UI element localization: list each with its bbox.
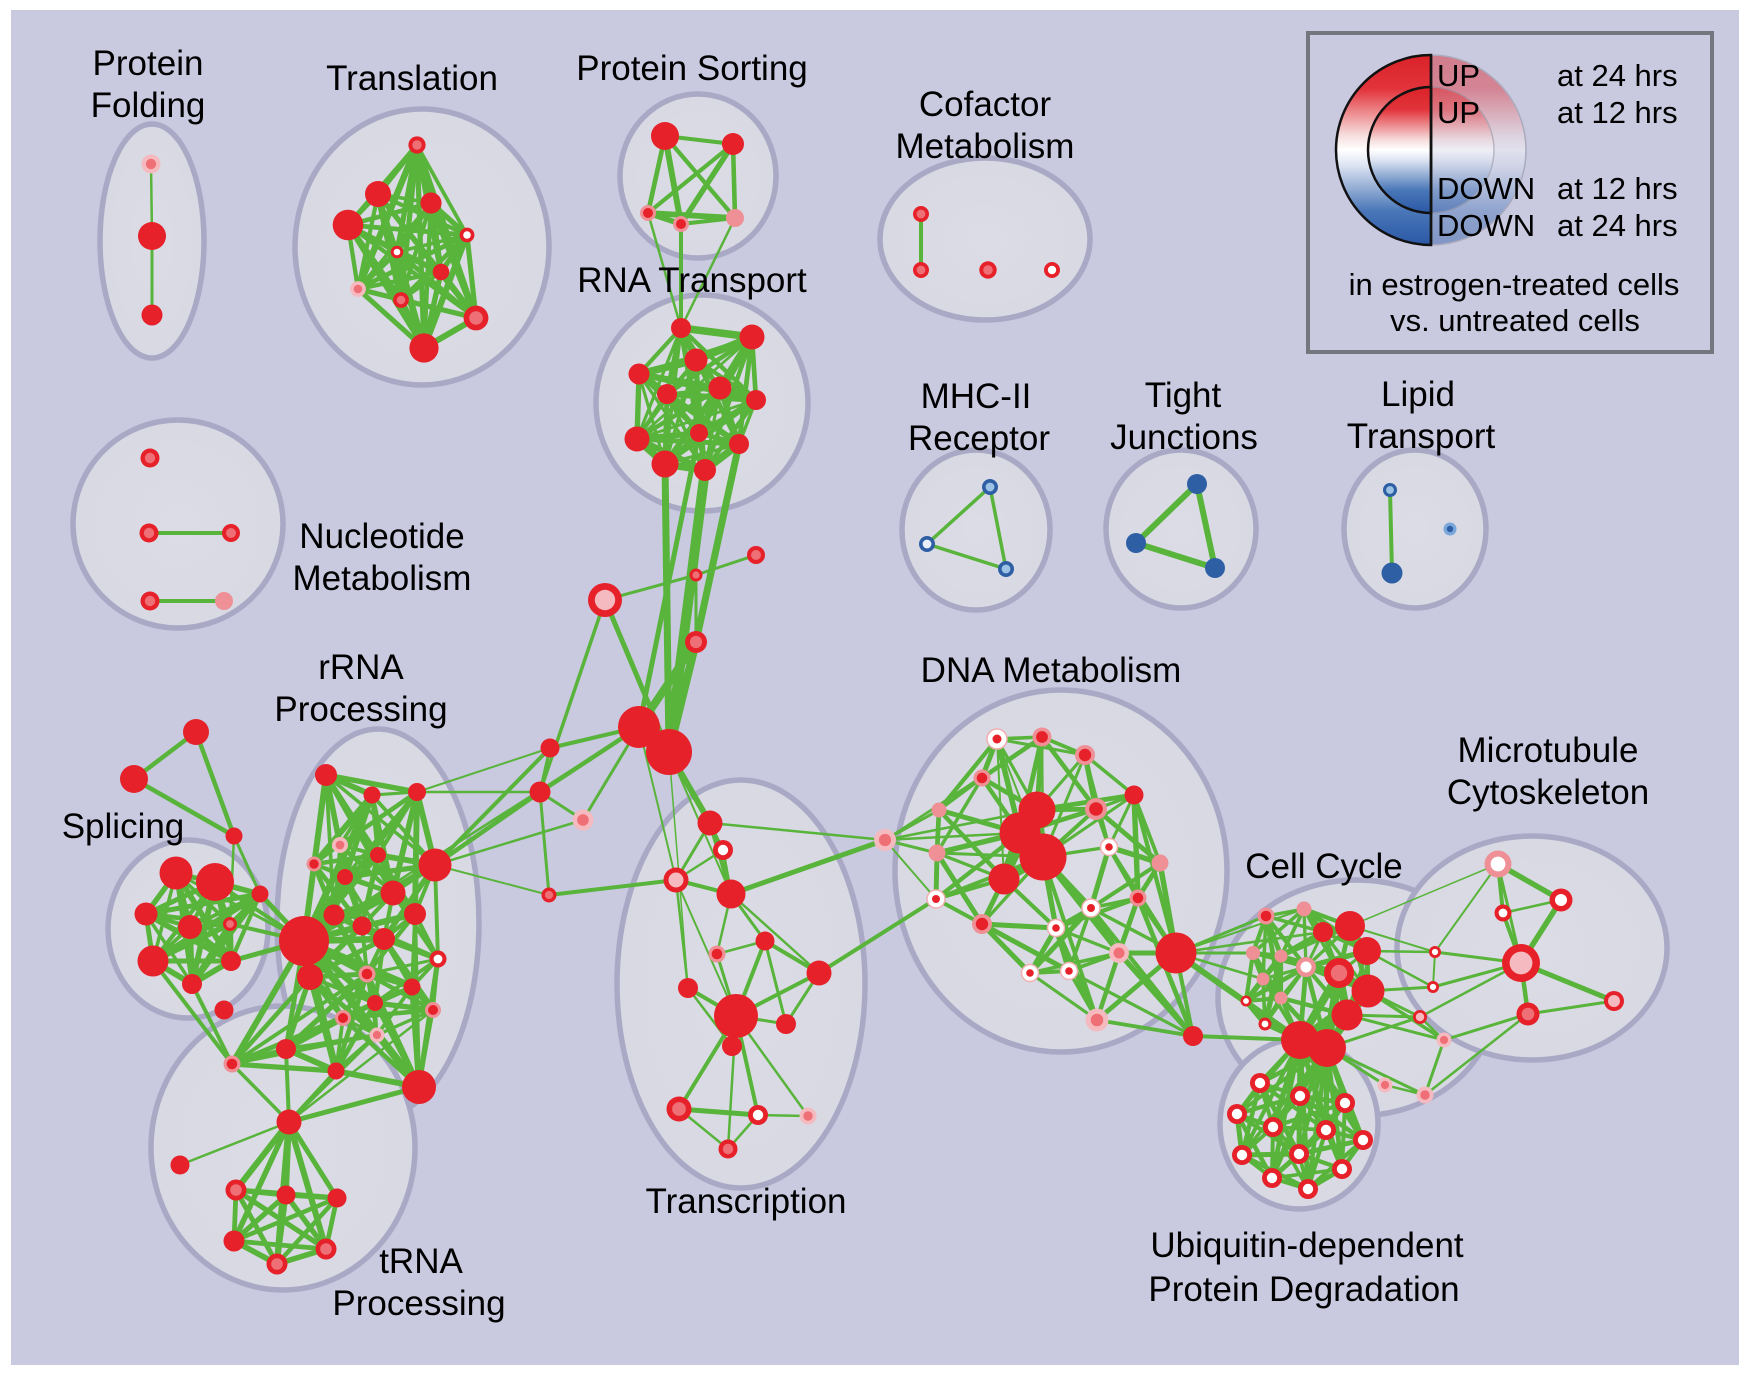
svg-text:Translation: Translation (326, 59, 498, 98)
svg-text:Transcription: Transcription (646, 1182, 847, 1221)
svg-text:MHC-II: MHC-II (921, 377, 1032, 416)
svg-text:at 24 hrs: at 24 hrs (1557, 58, 1678, 93)
svg-text:Cell Cycle: Cell Cycle (1245, 847, 1403, 886)
svg-text:Cytoskeleton: Cytoskeleton (1447, 773, 1649, 812)
svg-text:Protein Degradation: Protein Degradation (1148, 1270, 1459, 1309)
svg-text:Metabolism: Metabolism (896, 127, 1075, 166)
svg-text:Tight: Tight (1145, 376, 1222, 415)
svg-text:Receptor: Receptor (908, 419, 1050, 458)
svg-text:Lipid: Lipid (1381, 375, 1455, 414)
svg-text:UP: UP (1437, 58, 1480, 93)
svg-text:Cofactor: Cofactor (919, 85, 1052, 124)
svg-text:Metabolism: Metabolism (293, 559, 472, 598)
svg-text:Protein Sorting: Protein Sorting (576, 49, 808, 88)
svg-text:RNA Transport: RNA Transport (577, 261, 807, 300)
svg-text:at 12 hrs: at 12 hrs (1557, 95, 1678, 130)
svg-text:Junctions: Junctions (1110, 418, 1258, 457)
svg-text:DOWN: DOWN (1437, 171, 1535, 206)
svg-text:tRNA: tRNA (379, 1242, 463, 1281)
svg-text:Processing: Processing (274, 690, 447, 729)
svg-text:Ubiquitin-dependent: Ubiquitin-dependent (1150, 1226, 1464, 1265)
svg-text:DNA Metabolism: DNA Metabolism (921, 651, 1182, 690)
svg-text:rRNA: rRNA (318, 648, 404, 687)
svg-text:Splicing: Splicing (62, 807, 185, 846)
svg-text:in estrogen-treated cells: in estrogen-treated cells (1349, 267, 1680, 302)
svg-text:Nucleotide: Nucleotide (299, 517, 464, 556)
svg-text:Protein: Protein (93, 44, 204, 83)
svg-text:Microtubule: Microtubule (1458, 731, 1639, 770)
svg-text:Transport: Transport (1347, 417, 1496, 456)
svg-text:at 12 hrs: at 12 hrs (1557, 171, 1678, 206)
svg-text:vs. untreated cells: vs. untreated cells (1390, 303, 1640, 338)
svg-text:DOWN: DOWN (1437, 208, 1535, 243)
svg-text:at 24 hrs: at 24 hrs (1557, 208, 1678, 243)
svg-text:Processing: Processing (332, 1284, 505, 1323)
svg-text:Folding: Folding (91, 86, 206, 125)
svg-text:UP: UP (1437, 95, 1480, 130)
